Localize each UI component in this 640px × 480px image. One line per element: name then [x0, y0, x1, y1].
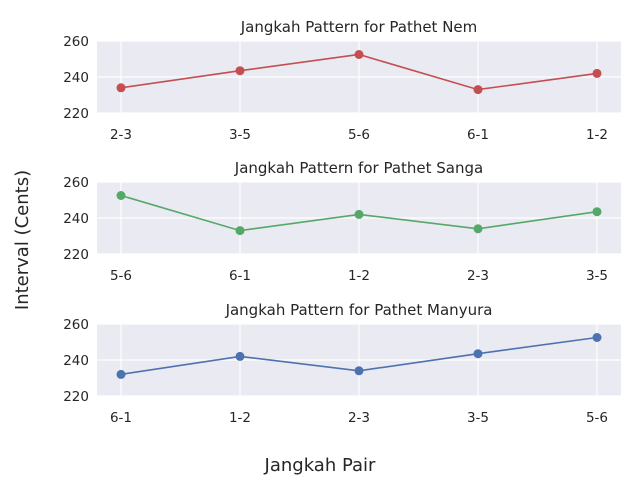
y-tick-label: 260	[63, 34, 89, 50]
data-point	[235, 66, 245, 76]
x-tick-label: 1-2	[586, 127, 608, 143]
subplot-title: Jangkah Pattern for Pathet Sanga	[234, 159, 483, 177]
data-point	[473, 349, 483, 359]
data-point	[354, 50, 364, 59]
data-point	[116, 83, 126, 93]
x-tick-label: 5-6	[348, 127, 370, 143]
data-point	[235, 351, 245, 361]
x-tick-label: 1-2	[229, 410, 251, 426]
data-point	[116, 369, 126, 379]
subplot-title: Jangkah Pattern for Pathet Manyura	[225, 301, 493, 319]
data-point	[235, 226, 245, 236]
subplot-title: Jangkah Pattern for Pathet Nem	[240, 18, 478, 36]
y-tick-label: 260	[63, 175, 89, 191]
y-tick-label: 220	[63, 106, 89, 122]
x-tick-label: 5-6	[110, 268, 132, 284]
subplot-pathet-nem: 220 240 260 2-3 3-5 5-6 6-1 1-2 Jangkah Pattern …	[63, 18, 621, 143]
x-tick-label: 1-2	[348, 268, 370, 284]
data-point	[592, 333, 602, 342]
x-tick-label: 2-3	[348, 410, 370, 426]
x-tick-label: 2-3	[467, 268, 489, 284]
x-tick-label: 6-1	[467, 127, 489, 143]
data-point	[473, 85, 483, 95]
y-tick-label: 240	[63, 353, 89, 369]
data-point	[592, 68, 602, 78]
y-tick-label: 260	[63, 317, 89, 333]
y-tick-label: 240	[63, 211, 89, 227]
figure-y-label: Interval (Cents)	[12, 170, 33, 310]
data-point	[354, 366, 364, 376]
data-point	[473, 224, 483, 234]
x-tick-label: 2-3	[110, 127, 132, 143]
subplot-pathet-manyura: 220 240 260 6-1 1-2 2-3 3-5 5-6 Jangkah Pattern …	[63, 301, 621, 426]
x-tick-label: 3-5	[229, 127, 251, 143]
x-tick-label: 5-6	[586, 410, 608, 426]
figure-x-label: Jangkah Pair	[264, 455, 377, 476]
data-point	[592, 207, 602, 217]
x-tick-label: 3-5	[467, 410, 489, 426]
x-tick-label: 6-1	[229, 268, 251, 284]
subplot-pathet-sanga: 220 240 260 5-6 6-1 1-2 2-3 3-5 Jangkah Pattern …	[63, 159, 621, 284]
data-point	[116, 191, 126, 200]
y-tick-label: 220	[63, 247, 89, 263]
y-tick-label: 220	[63, 389, 89, 405]
x-tick-label: 6-1	[110, 410, 132, 426]
y-tick-label: 240	[63, 70, 89, 86]
x-tick-label: 3-5	[586, 268, 608, 284]
data-point	[354, 209, 364, 219]
